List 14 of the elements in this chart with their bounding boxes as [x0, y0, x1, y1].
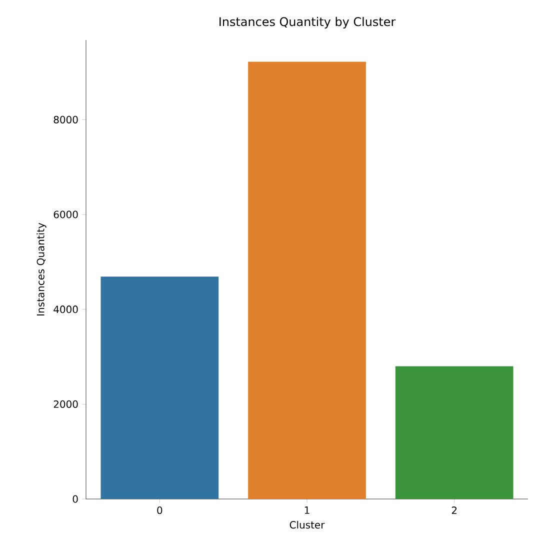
y-tick-label: 8000 — [54, 116, 78, 124]
bar — [395, 366, 514, 499]
x-tick-label: 1 — [304, 506, 310, 514]
x-tick-label: 0 — [157, 506, 162, 514]
y-tick-label: 0 — [72, 495, 78, 503]
bar — [100, 276, 219, 499]
bar — [248, 62, 366, 499]
y-tick-label: 2000 — [54, 400, 78, 408]
chart-title: Instances Quantity by Cluster — [220, 16, 396, 28]
y-axis-title: Instances Quantity — [36, 222, 46, 316]
x-axis-title: Cluster — [290, 520, 325, 529]
y-tick-label: 4000 — [54, 306, 78, 314]
y-tick-label: 6000 — [54, 210, 78, 218]
x-tick-label: 2 — [452, 506, 457, 514]
